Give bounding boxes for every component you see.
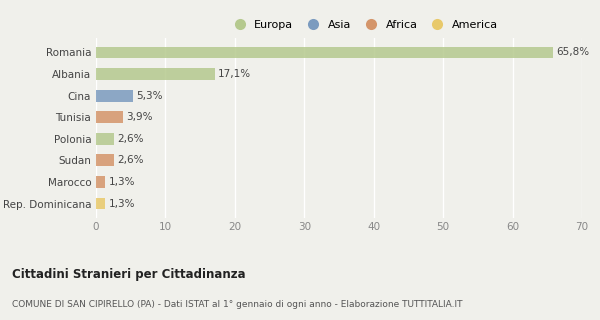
Text: 2,6%: 2,6%: [118, 134, 144, 144]
Text: Cittadini Stranieri per Cittadinanza: Cittadini Stranieri per Cittadinanza: [12, 268, 245, 281]
Text: 17,1%: 17,1%: [218, 69, 251, 79]
Text: 5,3%: 5,3%: [136, 91, 163, 100]
Text: 2,6%: 2,6%: [118, 156, 144, 165]
Bar: [96, 68, 215, 80]
Text: COMUNE DI SAN CIPIRELLO (PA) - Dati ISTAT al 1° gennaio di ogni anno - Elaborazi: COMUNE DI SAN CIPIRELLO (PA) - Dati ISTA…: [12, 300, 463, 309]
Legend: Europa, Asia, Africa, America: Europa, Asia, Africa, America: [224, 15, 503, 34]
Text: 1,3%: 1,3%: [109, 177, 135, 187]
Bar: [96, 90, 133, 101]
Bar: [96, 197, 105, 210]
Text: 1,3%: 1,3%: [109, 198, 135, 209]
Text: 65,8%: 65,8%: [556, 47, 589, 58]
Bar: [96, 133, 114, 145]
Bar: [96, 176, 105, 188]
Bar: [96, 155, 114, 166]
Bar: [96, 46, 553, 59]
Bar: [96, 111, 123, 123]
Text: 3,9%: 3,9%: [127, 112, 153, 122]
